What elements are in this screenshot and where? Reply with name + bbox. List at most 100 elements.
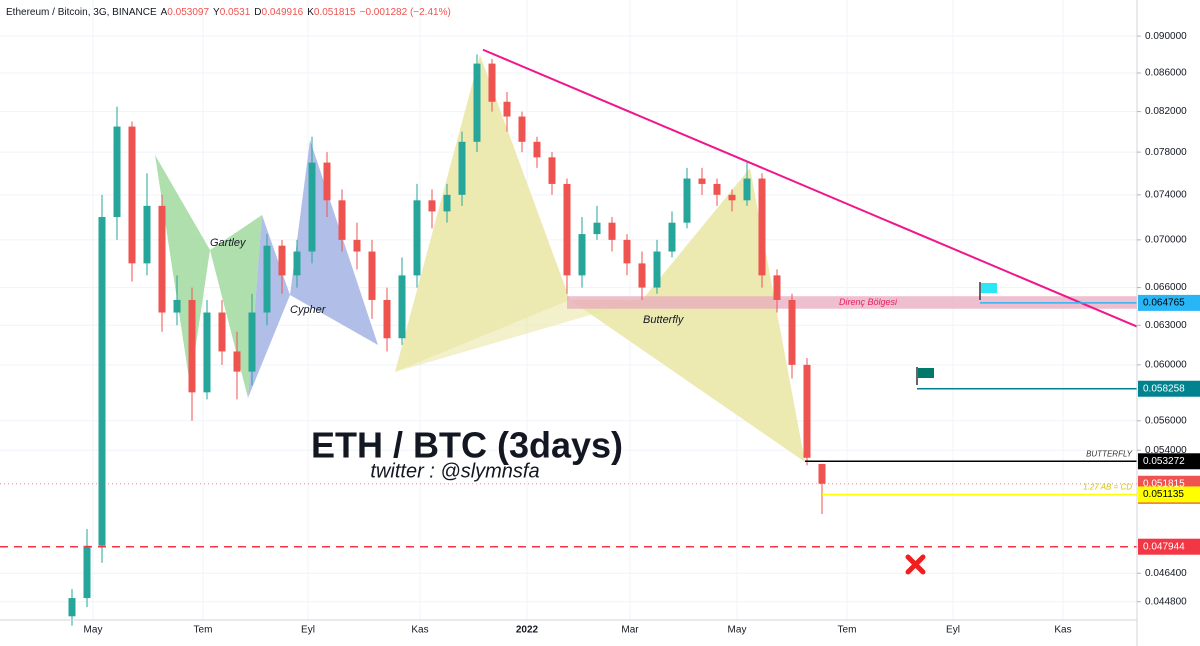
y-tick-label: 0.078000 — [1145, 147, 1187, 158]
ohlc-value: 0.049916 — [262, 7, 304, 18]
price-axis: 0.090000 0.086000 0.082000 0.078000 0.074000… — [1137, 31, 1200, 607]
candle-body — [68, 598, 76, 617]
level-label-bg — [1138, 380, 1200, 397]
candle-body — [683, 178, 691, 223]
header: Ethereum / Bitcoin, 3G, BINANCE A0.053097… — [6, 7, 451, 18]
candle-body — [98, 217, 106, 546]
butterfly-xb — [395, 300, 642, 372]
candle-body — [668, 222, 676, 252]
headline: ETH / BTC (3days) — [311, 425, 623, 466]
y-tick-label: 0.060000 — [1145, 359, 1187, 370]
y-tick-label: 0.056000 — [1145, 415, 1187, 426]
candle-body — [608, 222, 616, 240]
ohlc-label: D — [254, 7, 261, 18]
y-tick-label: 0.082000 — [1145, 106, 1187, 117]
candle-body — [518, 116, 526, 142]
candle-body — [383, 299, 391, 339]
level-label-bg — [1138, 486, 1200, 503]
candle-body — [743, 178, 751, 201]
candle-body — [473, 63, 481, 142]
candle-body — [638, 263, 646, 288]
y-tick-label: 0.066000 — [1145, 282, 1187, 293]
level-note: BUTTERFLY — [1086, 449, 1133, 458]
candle-body — [173, 299, 181, 313]
level-label: 0.058258 — [1143, 383, 1185, 394]
y-tick-label: 0.046400 — [1145, 568, 1187, 579]
y-tick-label: 0.074000 — [1145, 189, 1187, 200]
y-tick-label: 0.063000 — [1145, 320, 1187, 331]
pattern-label: Gartley — [210, 237, 247, 249]
x-tick-label: May — [728, 625, 747, 636]
ohlc-value: 0.053097 — [167, 7, 209, 18]
level-label-bg — [1138, 294, 1200, 311]
gartley-xab — [155, 155, 210, 385]
candle-body — [263, 245, 271, 313]
y-tick-label: 0.044800 — [1145, 596, 1187, 607]
symbol: Ethereum / Bitcoin, 3G, BINANCE — [6, 7, 157, 18]
candle-body — [248, 312, 256, 372]
candle-body — [698, 178, 706, 184]
candle-body — [533, 141, 541, 158]
butterfly-xab — [395, 55, 570, 372]
candle-body — [488, 63, 496, 102]
x-tick-label: Kas — [1054, 625, 1071, 636]
candle-body — [653, 251, 661, 288]
candle-body — [443, 194, 451, 212]
candle-body — [83, 545, 91, 599]
candle-body — [728, 194, 736, 201]
candle-body — [368, 251, 376, 300]
resistance-zone — [567, 296, 1137, 309]
flag — [918, 368, 934, 378]
candle-body — [293, 251, 301, 276]
butterfly-bcd — [570, 168, 805, 462]
candle-body — [773, 275, 781, 300]
candle-body — [188, 299, 196, 393]
candle-body — [113, 126, 121, 218]
candle-body — [143, 205, 151, 264]
y-tick-label: 0.086000 — [1145, 68, 1187, 79]
candle-body — [323, 162, 331, 201]
level-label-bg — [1138, 538, 1200, 555]
candle-body — [158, 205, 166, 313]
candle-body — [308, 162, 316, 252]
level-note: 1.27 AB = CD — [1083, 483, 1132, 492]
subheadline: twitter : @slymnsfa — [370, 460, 539, 482]
x-tick-label: Tem — [194, 625, 213, 636]
candle-body — [578, 234, 586, 276]
candle-body — [233, 351, 241, 372]
ohlc-value: 0.0531 — [220, 7, 251, 18]
ohlc-value: 0.051815 — [314, 7, 356, 18]
x-tick-label: Eyl — [946, 625, 960, 636]
price-label: 0.051815 — [1143, 478, 1185, 489]
candle-body — [713, 183, 721, 195]
level-label: 0.047944 — [1143, 541, 1185, 552]
candle-body — [818, 463, 826, 484]
zone-label: Direnç Bölgesi — [839, 297, 898, 307]
candle-body — [458, 141, 466, 195]
candle-body — [413, 200, 421, 276]
target-x — [905, 554, 926, 575]
candle-body — [203, 312, 211, 393]
change: −0.001282 (−2.41%) — [360, 7, 451, 18]
candle-body — [218, 312, 226, 352]
flag — [981, 283, 997, 293]
level-label: 0.053272 — [1143, 456, 1185, 467]
x-tick-label: Tem — [838, 625, 857, 636]
pattern-label: Cypher — [290, 304, 327, 316]
candle-body — [128, 126, 136, 264]
candle-body — [563, 183, 571, 276]
x-tick-label: 2022 — [516, 625, 539, 636]
ohlc-label: A — [161, 7, 168, 18]
x-tick-label: May — [84, 625, 103, 636]
level-label: 0.051135 — [1143, 489, 1184, 500]
pattern-label: Butterfly — [643, 314, 685, 326]
candle-body — [788, 299, 796, 365]
candle-body — [353, 239, 361, 252]
candle-body — [803, 364, 811, 458]
candle-body — [428, 200, 436, 212]
y-tick-label: 0.070000 — [1145, 235, 1187, 246]
plot: Direnç Bölgesi BUTTERFLY 1.27 AB = CD — [0, 48, 1138, 626]
